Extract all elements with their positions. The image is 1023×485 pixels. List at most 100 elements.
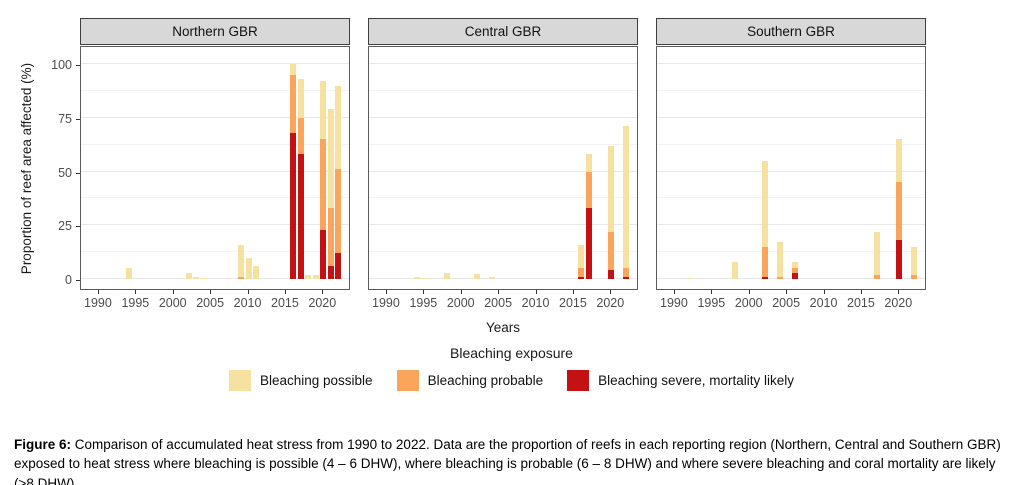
x-tick-label: 2020 — [596, 296, 625, 310]
legend-label: Bleaching probable — [427, 373, 544, 388]
x-tick-label: 2020 — [308, 296, 337, 310]
y-tick-mark — [76, 65, 80, 66]
gridline-major — [369, 116, 637, 118]
x-tick-mark — [172, 290, 174, 294]
bar-segment-severe — [327, 266, 334, 279]
bar-segment-probable — [578, 268, 585, 277]
bar-segment-severe — [791, 272, 798, 279]
bar-segment-probable — [290, 74, 297, 133]
gridline-major — [657, 63, 925, 64]
facet-strip: Southern GBR — [656, 18, 926, 45]
bar-segment-possible — [305, 274, 312, 279]
bar-segment-possible — [320, 81, 327, 140]
gridline-major — [81, 116, 349, 118]
bar-segment-possible — [731, 261, 738, 279]
bar-segment-severe — [608, 270, 615, 279]
gridline-major — [657, 278, 925, 279]
x-tick-label: 1990 — [372, 296, 400, 310]
x-axis-title: Years — [485, 320, 521, 335]
bar-segment-possible — [185, 272, 192, 279]
bar-segment-probable — [911, 274, 918, 279]
facet-strip-label: Southern GBR — [747, 24, 835, 39]
facet-panel — [80, 46, 350, 290]
x-tick-mark — [748, 290, 750, 294]
gridline-minor — [657, 143, 925, 145]
bar-segment-possible — [578, 244, 585, 269]
y-tick-mark — [76, 226, 80, 228]
x-tick-label: 2005 — [484, 296, 513, 310]
x-tick-label: 2000 — [446, 296, 475, 310]
x-tick-label: 1995 — [121, 296, 150, 310]
x-tick-label: 1995 — [409, 296, 438, 310]
bar-segment-possible — [200, 277, 207, 279]
x-tick-mark — [786, 290, 788, 294]
bar-segment-severe — [623, 276, 630, 279]
x-tick-mark — [673, 290, 675, 294]
y-tick-label: 0 — [65, 273, 72, 287]
bar-segment-possible — [488, 276, 495, 279]
bar-segment-severe — [335, 253, 342, 279]
bar-segment-possible — [761, 160, 768, 247]
bar-segment-possible — [443, 272, 450, 279]
bar-segment-probable — [873, 274, 880, 279]
gridline-major — [657, 170, 925, 172]
facet-strip: Central GBR — [368, 18, 638, 45]
gridline-minor — [81, 251, 349, 253]
legend-key-severe — [567, 370, 590, 391]
y-tick-mark — [76, 280, 80, 281]
x-tick-mark — [898, 290, 900, 294]
bar-segment-possible — [312, 274, 319, 279]
bar-segment-possible — [245, 257, 252, 279]
bar-segment-probable — [335, 169, 342, 254]
y-tick-mark — [76, 118, 80, 120]
x-tick-mark — [284, 290, 286, 294]
facet-strip-label: Central GBR — [464, 24, 542, 39]
bar-segment-probable — [791, 268, 798, 273]
x-tick-mark — [322, 290, 324, 294]
x-tick-label: 2010 — [233, 296, 262, 310]
gridline-minor — [369, 251, 637, 253]
legend-title: Bleaching exposure — [450, 345, 573, 361]
gridline-minor — [369, 89, 637, 91]
bar-segment-probable — [776, 276, 783, 279]
bar-segment-severe — [896, 240, 903, 279]
gridline-major — [369, 170, 637, 172]
bar-segment-severe — [585, 208, 592, 279]
gridline-major — [657, 224, 925, 226]
bar-segment-possible — [125, 268, 132, 279]
bar-segment-probable — [320, 139, 327, 230]
legend-item: Bleaching possible — [228, 370, 373, 391]
gridline-minor — [657, 251, 925, 253]
figure-caption-label: Figure 6: — [14, 436, 72, 452]
gridline-minor — [81, 197, 349, 199]
x-tick-label: 2015 — [271, 296, 299, 310]
bar-segment-probable — [327, 208, 334, 267]
bar-segment-possible — [686, 277, 693, 279]
gridline-major — [81, 278, 349, 279]
y-tick-mark — [76, 172, 80, 174]
bar-segment-possible — [585, 154, 592, 172]
x-tick-label: 2010 — [521, 296, 550, 310]
gridline-major — [657, 116, 925, 118]
facet-strip: Northern GBR — [80, 18, 350, 45]
y-tick-label: 25 — [58, 219, 72, 234]
legend-key-probable — [396, 370, 419, 391]
x-tick-mark — [210, 290, 212, 294]
bar-segment-possible — [238, 244, 245, 277]
bar-segment-severe — [578, 276, 585, 279]
legend-label: Bleaching possible — [259, 373, 373, 388]
gridline-major — [369, 224, 637, 226]
x-tick-mark — [385, 290, 387, 294]
bar-segment-possible — [327, 109, 334, 209]
x-tick-label: 2000 — [158, 296, 187, 310]
x-tick-label: 1995 — [697, 296, 726, 310]
x-tick-label: 2015 — [559, 296, 587, 310]
bar-segment-possible — [776, 242, 783, 277]
bar-segment-probable — [238, 276, 245, 279]
y-tick-label: 100 — [51, 58, 72, 72]
bar-segment-possible — [290, 64, 297, 75]
gridline-major — [81, 63, 349, 64]
facet-strip-label: Northern GBR — [172, 24, 258, 39]
legend-label: Bleaching severe, mortality likely — [598, 373, 794, 388]
legend: Bleaching possible Bleaching probable Blea… — [0, 370, 1023, 391]
